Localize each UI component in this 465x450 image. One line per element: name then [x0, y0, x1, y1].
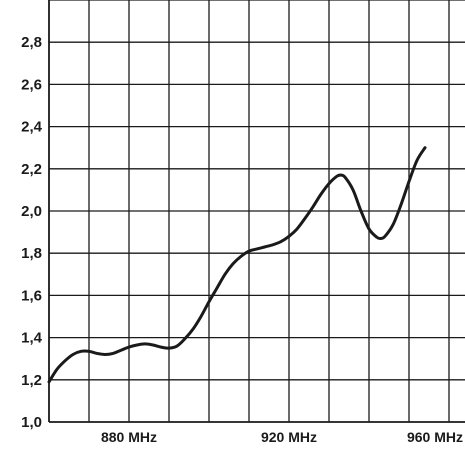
y-tick-label-4: 1,8: [21, 245, 42, 262]
y-tick-label-3: 1,6: [21, 287, 42, 304]
y-tick-label-6: 2,2: [21, 161, 42, 178]
x-tick-label-2: 960 MHz: [407, 429, 463, 445]
y-tick-labels: 1,0 1,2 1,4 1,6 1,8 2,0 2,2 2,4 2,6 2,8: [21, 34, 43, 431]
y-tick-label-9: 2,8: [21, 34, 42, 51]
y-tick-label-7: 2,4: [21, 119, 43, 136]
grid: [49, 0, 465, 422]
series-group: [47, 146, 427, 384]
y-tick-label-2: 1,4: [21, 330, 43, 347]
series-line-0: [47, 146, 427, 384]
y-tick-label-0: 1,0: [21, 414, 42, 431]
x-tick-labels: 880 MHz 920 MHz 960 MHz: [101, 429, 463, 445]
axes: [48, 0, 465, 423]
y-tick-label-8: 2,6: [21, 76, 42, 93]
y-tick-label-5: 2,0: [21, 203, 42, 220]
x-tick-label-0: 880 MHz: [101, 429, 157, 445]
x-tick-label-1: 920 MHz: [261, 429, 317, 445]
y-tick-label-1: 1,2: [21, 372, 42, 389]
